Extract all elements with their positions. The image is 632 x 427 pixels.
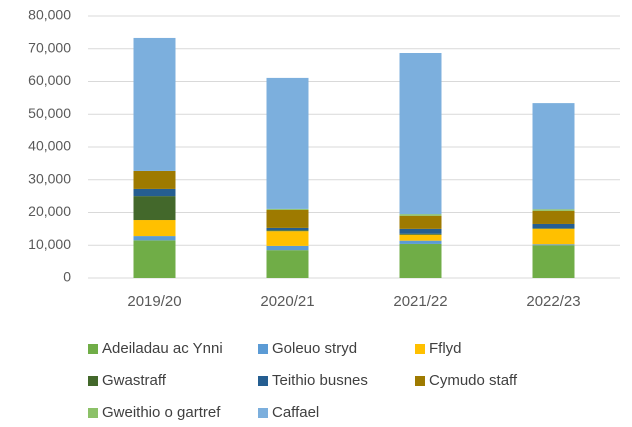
legend-swatch [415, 344, 425, 354]
y-tick-label: 50,000 [28, 105, 71, 121]
bar-segment [133, 37, 176, 171]
bar-segment [532, 228, 575, 245]
bar-segment [133, 236, 176, 241]
bar-segment [399, 214, 442, 216]
bar-segment [532, 103, 575, 210]
bar-segment [532, 244, 575, 246]
legend-label: Goleuo stryd [272, 340, 357, 357]
legend-swatch [415, 376, 425, 386]
legend-swatch [88, 408, 98, 418]
bar-segment [266, 245, 309, 251]
legend-swatch [88, 344, 98, 354]
y-tick-label: 10,000 [28, 236, 71, 252]
y-tick-label: 60,000 [28, 72, 71, 88]
bar-segment [399, 234, 442, 241]
bar-segment [399, 215, 442, 229]
legend-label: Fflyd [429, 340, 462, 357]
legend-label: Gwastraff [102, 372, 167, 389]
bar-segment [133, 196, 176, 221]
bar-segment [399, 240, 442, 244]
legend-swatch [258, 344, 268, 354]
legend-label: Caffael [272, 404, 319, 421]
bar-segment [532, 210, 575, 224]
x-tick-label: 2019/20 [127, 293, 181, 310]
bar-segment [399, 243, 442, 278]
y-tick-label: 0 [63, 269, 71, 285]
bar-segment [399, 228, 442, 234]
y-tick-label: 20,000 [28, 203, 71, 219]
bar-segment [266, 77, 309, 209]
bar-segment [133, 240, 176, 278]
y-tick-label: 40,000 [28, 138, 71, 154]
bar-segment [266, 227, 309, 231]
legend-label: Cymudo staff [429, 372, 518, 389]
bar-segment [532, 223, 575, 229]
bar-segment [532, 228, 575, 229]
bar-segment [266, 208, 309, 210]
x-tick-label: 2021/22 [393, 293, 447, 310]
bar-segment [266, 230, 309, 232]
bar-segment [266, 250, 309, 278]
legend-swatch [258, 408, 268, 418]
legend-swatch [258, 376, 268, 386]
bar-segment [266, 231, 309, 246]
bar-segment [133, 188, 176, 197]
y-tick-label: 70,000 [28, 39, 71, 55]
bar-segment [266, 209, 309, 228]
bar-segment [399, 53, 442, 215]
legend-label: Gweithio o gartref [102, 404, 221, 421]
bar-segment [532, 245, 575, 278]
legend-label: Teithio busnes [272, 372, 368, 389]
x-tick-label: 2022/23 [526, 293, 580, 310]
y-tick-label: 30,000 [28, 170, 71, 186]
legend-label: Adeiladau ac Ynni [102, 340, 223, 357]
x-tick-label: 2020/21 [260, 293, 314, 310]
bar-segment [532, 209, 575, 211]
y-tick-label: 80,000 [28, 7, 71, 23]
bar-segment [133, 170, 176, 189]
legend-swatch [88, 376, 98, 386]
bar-segment [399, 233, 442, 235]
bar-segment [133, 220, 176, 237]
